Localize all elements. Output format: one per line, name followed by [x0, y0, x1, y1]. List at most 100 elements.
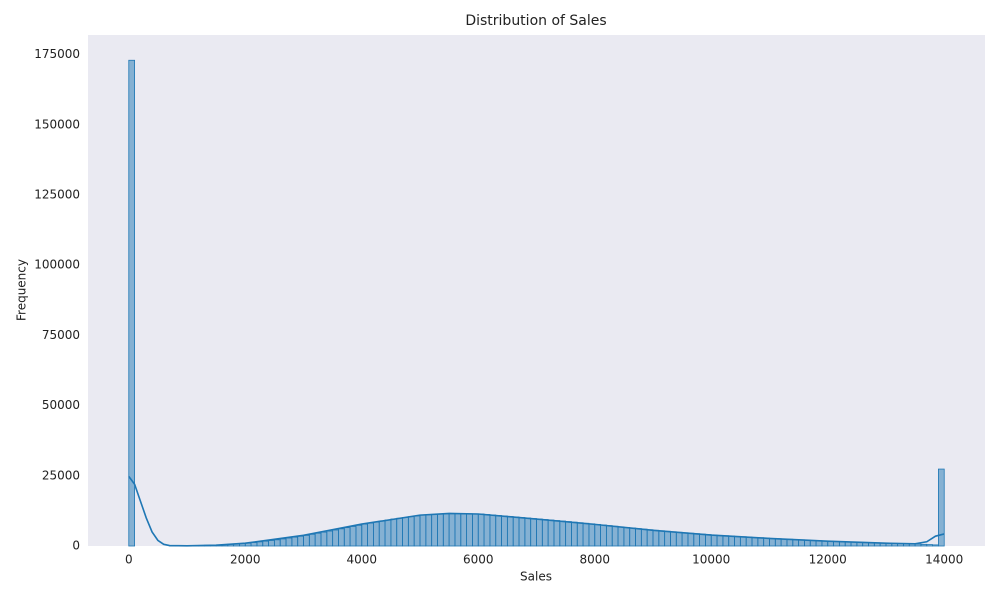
x-axis-label: Sales [520, 570, 552, 584]
bar [496, 516, 502, 546]
bar [309, 534, 315, 546]
bar [659, 531, 665, 546]
bar [513, 517, 519, 546]
bar [408, 517, 414, 546]
bar [542, 520, 548, 546]
bar [257, 542, 263, 546]
bar [507, 517, 513, 546]
bar [362, 524, 368, 546]
bar [274, 540, 280, 546]
bar [700, 534, 706, 546]
bar [519, 518, 525, 546]
bar [344, 528, 350, 546]
x-tick-label: 12000 [809, 553, 847, 567]
x-tick-label: 6000 [463, 553, 494, 567]
bar [472, 514, 478, 546]
bar [490, 515, 496, 546]
bar [478, 514, 484, 546]
y-tick-label: 100000 [34, 258, 80, 272]
bar [338, 529, 344, 546]
x-tick-label: 14000 [925, 553, 963, 567]
bar [129, 60, 135, 546]
bar [280, 539, 286, 546]
bar [263, 541, 269, 546]
bar [286, 538, 292, 546]
bar [437, 514, 443, 546]
x-tick-label: 0 [125, 553, 133, 567]
bar [467, 514, 473, 546]
bar [769, 538, 775, 546]
bar [694, 534, 700, 546]
bar [537, 519, 543, 546]
bar [269, 540, 275, 546]
chart-title: Distribution of Sales [465, 13, 606, 29]
bar [676, 532, 682, 546]
y-tick-label: 75000 [42, 328, 80, 342]
bar [688, 533, 694, 546]
bar [618, 527, 624, 546]
bar [665, 531, 671, 546]
bar [525, 518, 531, 546]
bar [577, 523, 583, 546]
bar [717, 535, 723, 546]
bar [647, 530, 653, 546]
bar [548, 520, 554, 546]
x-tick-label: 2000 [230, 553, 261, 567]
bar [321, 532, 327, 546]
bar [292, 537, 298, 546]
bar [775, 539, 781, 546]
bar [729, 536, 735, 546]
bar [735, 536, 741, 546]
bar [723, 536, 729, 546]
plot-area [88, 35, 985, 546]
x-tick-label: 10000 [692, 553, 730, 567]
y-tick-label: 25000 [42, 468, 80, 482]
bar [426, 515, 432, 546]
bar [379, 521, 385, 546]
bar [583, 523, 589, 546]
bar [385, 520, 391, 546]
y-tick-label: 50000 [42, 398, 80, 412]
bar [327, 531, 333, 546]
bar [740, 537, 746, 546]
bar [391, 519, 397, 546]
bar [554, 521, 560, 546]
bar [432, 514, 438, 546]
bar [601, 525, 607, 546]
bar [682, 533, 688, 546]
bar [298, 536, 304, 546]
bar [414, 516, 420, 546]
bar [350, 526, 356, 546]
bar [641, 529, 647, 546]
bar [484, 514, 490, 546]
bar [443, 514, 449, 546]
bar [921, 544, 927, 546]
bar [589, 524, 595, 546]
bar [420, 515, 426, 546]
bar [758, 538, 764, 546]
bar [449, 513, 455, 546]
y-tick-label: 0 [72, 539, 80, 553]
bar [531, 519, 537, 546]
y-tick-label: 150000 [34, 117, 80, 131]
bar [705, 535, 711, 546]
bar [403, 517, 409, 546]
bar [333, 530, 339, 546]
bar [781, 539, 787, 546]
bar [711, 535, 717, 546]
bar [455, 514, 461, 546]
bar [502, 516, 508, 546]
bar [368, 523, 374, 546]
x-tick-label: 4000 [346, 553, 377, 567]
bar [746, 537, 752, 546]
bar [461, 514, 467, 546]
bar [397, 518, 403, 546]
bar [595, 524, 601, 546]
bar [612, 526, 618, 546]
y-tick-label: 175000 [34, 47, 80, 61]
bar [606, 526, 612, 546]
bar [315, 533, 321, 546]
bar [373, 522, 379, 546]
bar [752, 537, 758, 546]
bar [304, 535, 310, 546]
